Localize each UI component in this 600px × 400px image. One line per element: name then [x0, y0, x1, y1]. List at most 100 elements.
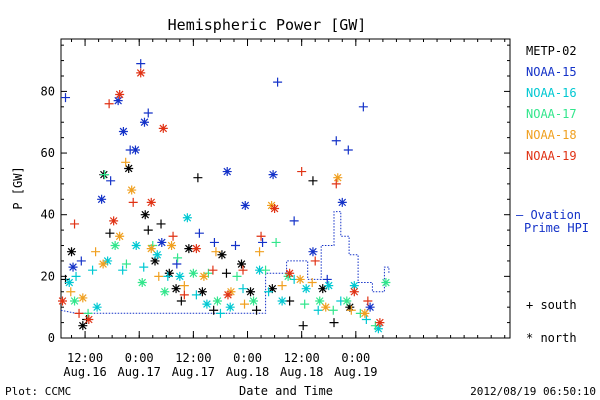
- noaa-16-south-marker: [88, 265, 98, 275]
- noaa-17-south-marker: [261, 265, 271, 275]
- metp-02-north-marker: [345, 302, 355, 312]
- metp-02-south-marker: [298, 321, 308, 331]
- metp-02-south-marker: [252, 305, 262, 315]
- noaa-15-south-marker: [76, 256, 86, 266]
- noaa-19-south-marker: [256, 231, 266, 241]
- noaa-19-south-marker: [168, 231, 178, 241]
- noaa-19-north-marker: [136, 68, 146, 78]
- noaa-19-north-marker: [58, 296, 68, 306]
- noaa-19-south-marker: [70, 219, 80, 229]
- noaa-15-south-marker: [143, 108, 153, 118]
- metp-02-north-marker: [124, 163, 134, 173]
- y-tick-label: 60: [41, 146, 55, 160]
- noaa-16-south-marker: [163, 271, 173, 281]
- legend-entry: NOAA-19: [526, 149, 577, 163]
- metp-02-south-marker: [329, 318, 339, 328]
- noaa-15-south-marker: [289, 216, 299, 226]
- x-tick-label-time: 12:00: [284, 351, 320, 365]
- metp-02-south-marker: [221, 268, 231, 278]
- plot-frame: [60, 38, 511, 339]
- noaa-16-south-marker: [71, 271, 81, 281]
- noaa-15-south-marker: [209, 237, 219, 247]
- x-tick-label-date: Aug.17: [118, 365, 161, 379]
- noaa-15-north-marker: [222, 167, 232, 177]
- noaa-17-north-marker: [188, 268, 198, 278]
- noaa-18-south-marker: [91, 247, 101, 257]
- noaa-19-south-marker: [331, 179, 341, 189]
- noaa-15-north-marker: [113, 96, 123, 106]
- noaa-18-north-marker: [199, 271, 209, 281]
- metp-02-north-marker: [184, 244, 194, 254]
- x-tick-label-time: 0:00: [125, 351, 154, 365]
- metp-02-south-marker: [308, 176, 318, 186]
- noaa-15-south-marker: [258, 237, 268, 247]
- noaa-15-north-marker: [268, 170, 278, 180]
- noaa-16-north-marker: [131, 241, 141, 251]
- metp-02-north-marker: [197, 287, 207, 297]
- footer-credit: Plot: CCMC: [5, 385, 71, 398]
- x-tick-label-time: 0:00: [233, 351, 262, 365]
- metp-02-north-marker: [318, 284, 328, 294]
- noaa-17-north-marker: [381, 278, 391, 288]
- metp-02-south-marker: [209, 305, 219, 315]
- noaa-18-south-marker: [179, 281, 189, 291]
- y-axis-label: P [GW]: [11, 166, 25, 209]
- noaa-17-north-marker: [342, 296, 352, 306]
- noaa-17-south-marker: [173, 253, 183, 263]
- metp-02-north-marker: [217, 250, 227, 260]
- noaa-18-south-marker: [255, 247, 265, 257]
- footer-timestamp: 2012/08/19 06:50:10: [470, 385, 596, 398]
- noaa-16-north-marker: [103, 256, 113, 266]
- x-tick-label-date: Aug.19: [334, 365, 377, 379]
- noaa-19-south-marker: [208, 265, 218, 275]
- metp-02-north-marker: [78, 321, 88, 331]
- x-tick-label-time: 12:00: [67, 351, 103, 365]
- noaa-19-north-marker: [109, 216, 119, 226]
- data-markers: [58, 59, 391, 334]
- noaa-18-north-marker: [360, 308, 370, 318]
- south-marker-legend: + south: [526, 298, 577, 312]
- noaa-18-south-marker: [154, 271, 164, 281]
- noaa-18-south-marker: [277, 281, 287, 291]
- noaa-19-north-marker: [375, 318, 385, 328]
- noaa-16-north-marker: [373, 324, 383, 334]
- noaa-18-north-marker: [78, 293, 88, 303]
- ovation-legend-line1: — Ovation: [516, 208, 581, 222]
- noaa-15-north-marker: [68, 262, 78, 272]
- noaa-16-south-marker: [238, 284, 248, 294]
- noaa-19-south-marker: [297, 167, 307, 177]
- y-tick-label: 0: [48, 331, 55, 345]
- metp-02-north-marker: [237, 259, 247, 269]
- legend-entry: NOAA-18: [526, 128, 577, 142]
- noaa-17-south-marker: [100, 170, 110, 180]
- noaa-15-north-marker: [139, 117, 149, 127]
- noaa-15-south-marker: [194, 228, 204, 238]
- metp-02-north-marker: [171, 284, 181, 294]
- noaa-17-north-marker: [70, 296, 80, 306]
- metp-02-south-marker: [176, 296, 186, 306]
- noaa-16-north-marker: [202, 299, 212, 309]
- noaa-15-south-marker: [322, 274, 332, 284]
- noaa-16-north-marker: [175, 271, 185, 281]
- noaa-19-north-marker: [84, 315, 94, 325]
- noaa-15-north-marker: [337, 197, 347, 207]
- noaa-18-south-marker: [307, 278, 317, 288]
- noaa-16-north-marker: [324, 281, 334, 291]
- noaa-17-south-marker: [271, 237, 281, 247]
- noaa-18-north-marker: [98, 259, 108, 269]
- noaa-17-south-marker: [203, 268, 213, 278]
- noaa-19-south-marker: [74, 308, 84, 318]
- noaa-17-south-marker: [232, 271, 242, 281]
- ovation-legend-line2: Prime HPI: [524, 221, 589, 235]
- noaa-19-south-marker: [128, 197, 138, 207]
- noaa-16-north-marker: [349, 281, 359, 291]
- metp-02-south-marker: [105, 228, 115, 238]
- noaa-18-north-marker: [127, 185, 137, 195]
- noaa-16-north-marker: [301, 284, 311, 294]
- noaa-18-north-marker: [146, 244, 156, 254]
- noaa-18-north-marker: [295, 274, 305, 284]
- noaa-18-north-marker: [115, 231, 125, 241]
- noaa-17-north-marker: [249, 296, 259, 306]
- y-tick-label: 20: [41, 269, 55, 283]
